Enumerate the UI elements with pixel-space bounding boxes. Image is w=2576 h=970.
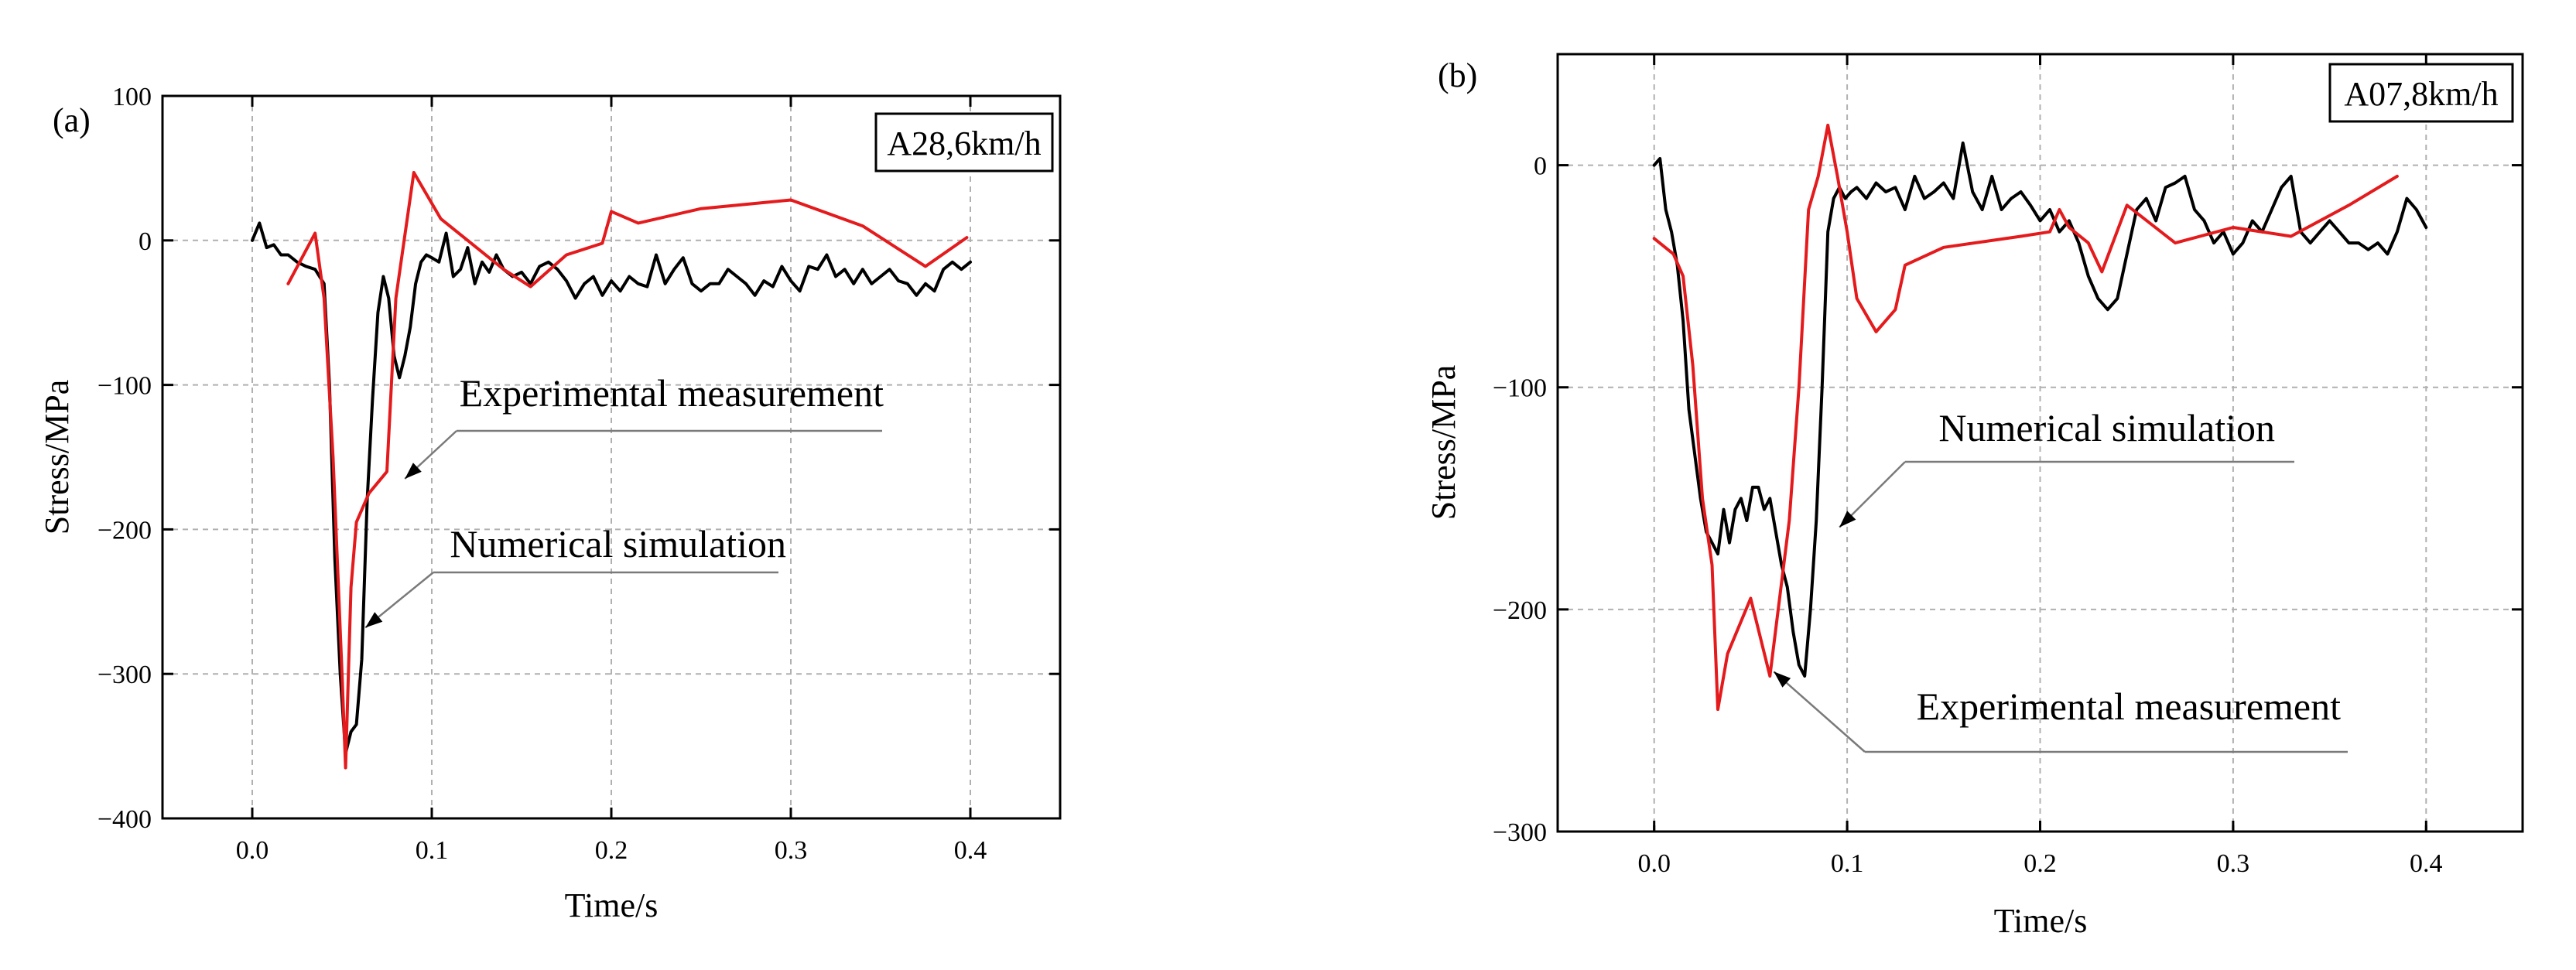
chart-b-numerical-simulation-annotation: Numerical simulation	[1938, 406, 2275, 449]
chart-a-y-tick-label-0: 100	[112, 83, 152, 111]
chart-b: 0.0 0.1 0.2 0.3 0.4 0 −100 −200 −300 Time/s Stress…	[1425, 53, 2524, 940]
chart-b-x-tick-label-2: 0.2	[2024, 849, 2057, 878]
chart-a-numerical-simulation-annotation: Numerical simulation	[450, 522, 786, 565]
chart-b-y-axis-label: Stress/MPa	[1425, 365, 1462, 520]
chart-b-experimental-measurement-annotation: Experimental measurement	[1917, 685, 2341, 728]
chart-a-x-tick-label-1: 0.1	[416, 836, 449, 865]
chart-b-experimental-measurement-arrowhead	[1774, 671, 1791, 688]
chart-a-x-tick-label-3: 0.3	[775, 836, 808, 865]
chart-a-title: A28,6km/h	[887, 125, 1041, 162]
chart-b-x-tick-label-3: 0.3	[2217, 849, 2250, 878]
chart-a-x-tick-label-2: 0.2	[595, 836, 628, 865]
chart-b-panel-label: (b)	[1438, 56, 1477, 94]
chart-a-y-tick-label-2: −100	[97, 372, 152, 401]
chart-b-numerical-simulation-arrowhead	[1839, 511, 1856, 528]
chart-a-title-box	[874, 112, 1054, 172]
chart-a-x-tick-label-0: 0.0	[236, 836, 269, 865]
chart-b-y-tick-label-2: −200	[1493, 596, 1547, 625]
chart-a-y-tick-label-4: −300	[97, 661, 152, 689]
chart-a-x-axis-label: Time/s	[565, 886, 659, 924]
chart-a-y-tick-label-1: 0	[139, 227, 152, 256]
chart-b-numerical-simulation-line	[1652, 141, 2428, 678]
chart-b-title-box	[2328, 63, 2514, 123]
chart-b-y-tick-label-1: −100	[1493, 374, 1547, 403]
chart-b-x-axis-label: Time/s	[1994, 902, 2088, 940]
chart-a-numerical-simulation-line	[251, 221, 972, 755]
chart-b-x-tick-label-0: 0.0	[1637, 849, 1671, 878]
chart-a-y-axis-label: Stress/MPa	[38, 380, 76, 535]
chart-b-x-tick-label-4: 0.4	[2410, 849, 2443, 878]
chart-a-panel-label: (a)	[53, 101, 91, 139]
chart-b-experimental-measurement-pointer	[1773, 671, 1866, 753]
chart-a: 0.0 0.1 0.2 0.3 0.4 100 0 −100 −200 −300 −400 Time/…	[38, 83, 1062, 924]
chart-b-title: A07,8km/h	[2344, 75, 2498, 113]
chart-a-y-tick-label-5: −400	[97, 805, 152, 834]
chart-a-x-tick-label-4: 0.4	[954, 836, 987, 865]
chart-b-experimental-measurement-line	[1652, 123, 2399, 712]
chart-b-y-tick-label-0: 0	[1534, 152, 1547, 181]
chart-a-experimental-measurement-arrowhead	[405, 463, 422, 479]
chart-a-numerical-simulation-arrowhead	[365, 612, 383, 628]
chart-b-x-tick-label-1: 0.1	[1831, 849, 1864, 878]
chart-a-experimental-measurement-annotation: Experimental measurement	[460, 371, 884, 415]
chart-a-experimental-measurement-line	[286, 171, 969, 770]
chart-b-y-tick-label-3: −300	[1493, 818, 1547, 847]
chart-a-y-tick-label-3: −200	[97, 516, 152, 545]
